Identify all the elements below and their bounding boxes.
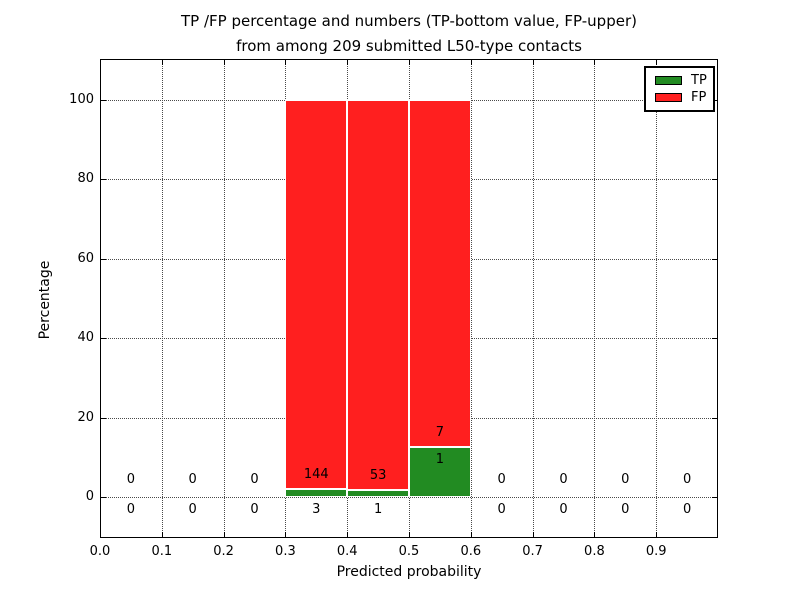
x-tick-label: 0.4 [336,544,358,559]
x-tick-mark [223,532,225,537]
y-tick-mark [101,179,106,181]
bar-segment-tp [347,489,409,497]
x-tick-label: 0.9 [645,544,667,559]
tp-count-label: 0 [559,502,568,517]
fp-count-label: 53 [369,467,387,483]
x-tick-label: 0.8 [584,544,605,559]
x-tick-mark [223,60,225,65]
y-tick-mark [712,338,717,340]
bar-segment-tp [409,447,471,497]
x-tick-mark [285,532,287,537]
x-tick-label: 0.3 [275,544,296,559]
bar-segment-fp [347,100,409,490]
fp-count-label: 0 [497,472,506,487]
fp-count-label: 0 [682,472,692,487]
y-tick-label: 0 [85,489,94,504]
y-tick-label: 20 [77,409,94,425]
tp-count-label: 1 [373,502,383,517]
x-tick-mark [161,532,163,537]
x-tick-mark [470,60,472,65]
x-tick-mark [347,60,349,65]
x-gridline [594,60,596,537]
x-tick-label: 0.6 [460,544,482,559]
y-tick-mark [101,338,106,340]
legend: TP FP [644,66,715,112]
legend-row-tp: TP [646,74,713,87]
chart-title-line2: from among 209 submitted L50-type contac… [236,37,582,55]
x-tick-label: 0.5 [398,544,420,559]
tp-count-label: 0 [497,502,506,517]
y-tick-label: 80 [77,171,94,187]
x-tick-mark [532,532,534,537]
x-gridline [532,60,534,537]
y-tick-label: 60 [77,250,94,266]
tp-count-label: 0 [621,502,630,517]
x-gridline [161,60,163,537]
legend-swatch-tp [655,75,682,85]
fp-count-label: 7 [435,425,445,441]
y-tick-mark [101,100,106,101]
fp-count-label: 144 [303,466,329,482]
x-tick-label: 0.7 [522,544,543,559]
x-tick-mark [594,60,596,65]
x-gridline [223,60,225,537]
x-tick-mark [532,60,534,65]
y-tick-label: 100 [69,92,94,107]
bar-segment-fp [285,100,348,489]
y-tick-mark [101,497,106,498]
x-tick-mark [161,60,163,65]
x-tick-mark [409,532,410,537]
x-tick-label: 0.1 [151,544,173,559]
fp-count-label: 0 [188,472,197,487]
x-tick-mark [470,532,472,537]
y-tick-mark [101,258,106,260]
fp-count-label: 0 [250,472,259,487]
x-tick-mark [594,532,596,537]
tp-count-label: 1 [435,452,445,468]
x-gridline [656,60,658,537]
x-tick-mark [285,60,287,65]
x-tick-mark [656,60,658,65]
tp-count-label: 0 [682,502,692,517]
legend-label-fp: FP [691,90,707,106]
x-tick-label: 0.0 [89,544,111,559]
y-tick-mark [712,497,717,498]
x-tick-mark [656,532,658,537]
x-gridline [470,60,472,537]
chart-title-line1: TP /FP percentage and numbers (TP-bottom… [181,12,637,30]
y-tick-mark [712,417,717,419]
y-tick-mark [712,179,717,181]
legend-label-tp: TP [691,72,707,88]
bar-segment-fp [409,100,471,448]
bar-segment-tp [285,488,348,497]
y-tick-mark [101,417,106,419]
tp-count-label: 0 [250,502,259,517]
x-tick-mark [409,60,410,65]
y-axis-label: Percentage [37,260,53,340]
legend-row-fp: FP [646,91,713,104]
x-axis-label: Predicted probability [336,564,482,580]
tp-count-label: 3 [312,502,321,517]
chart-title: TP /FP percentage and numbers (TP-bottom… [100,9,718,59]
fp-count-label: 0 [126,472,136,487]
fp-count-label: 0 [621,472,630,487]
tp-count-label: 0 [126,502,136,517]
tp-count-label: 0 [188,502,197,517]
legend-swatch-fp [655,93,682,103]
y-tick-mark [712,258,717,260]
x-tick-mark [347,532,349,537]
x-tick-label: 0.2 [213,544,234,559]
y-tick-label: 40 [77,330,94,346]
fp-count-label: 0 [559,472,568,487]
